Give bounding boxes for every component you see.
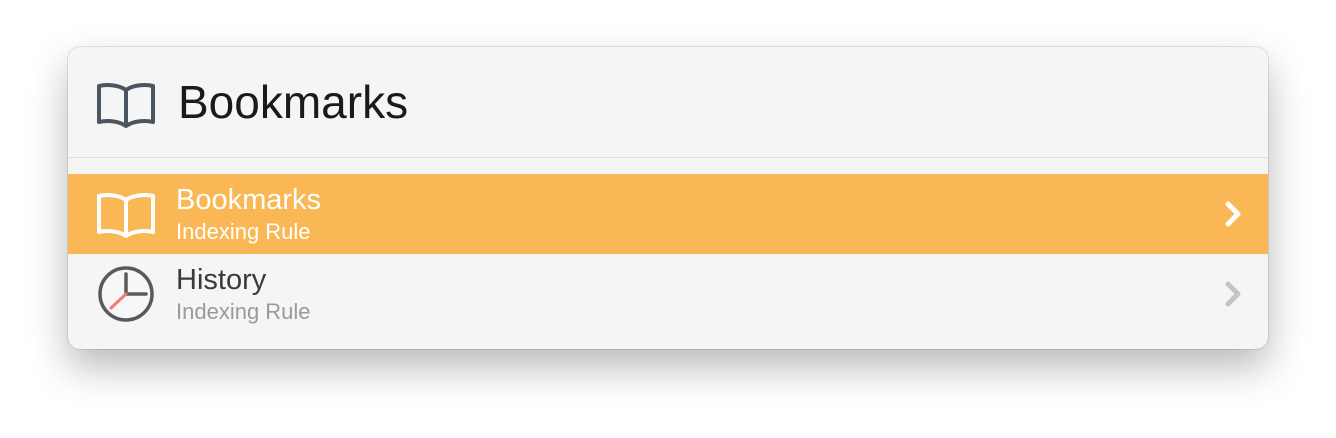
list-item-title: Bookmarks — [176, 184, 322, 216]
page-title: Bookmarks — [178, 76, 409, 128]
book-icon — [97, 83, 155, 128]
chevron-right-icon[interactable] — [1222, 280, 1246, 308]
list-item-history[interactable]: History Indexing Rule — [68, 254, 1268, 334]
list-item-bookmarks[interactable]: Bookmarks Indexing Rule — [68, 174, 1268, 254]
clock-icon — [98, 266, 154, 322]
panel-header: Bookmarks — [68, 47, 1268, 158]
list-item-subtitle: Indexing Rule — [176, 299, 311, 324]
list-item-subtitle: Indexing Rule — [176, 219, 311, 244]
chevron-right-icon[interactable] — [1222, 200, 1246, 228]
book-icon — [97, 193, 155, 238]
list-item-title: History — [176, 264, 267, 296]
bookmarks-panel: Bookmarks Bookmarks Indexing Rule Histor… — [68, 47, 1268, 349]
